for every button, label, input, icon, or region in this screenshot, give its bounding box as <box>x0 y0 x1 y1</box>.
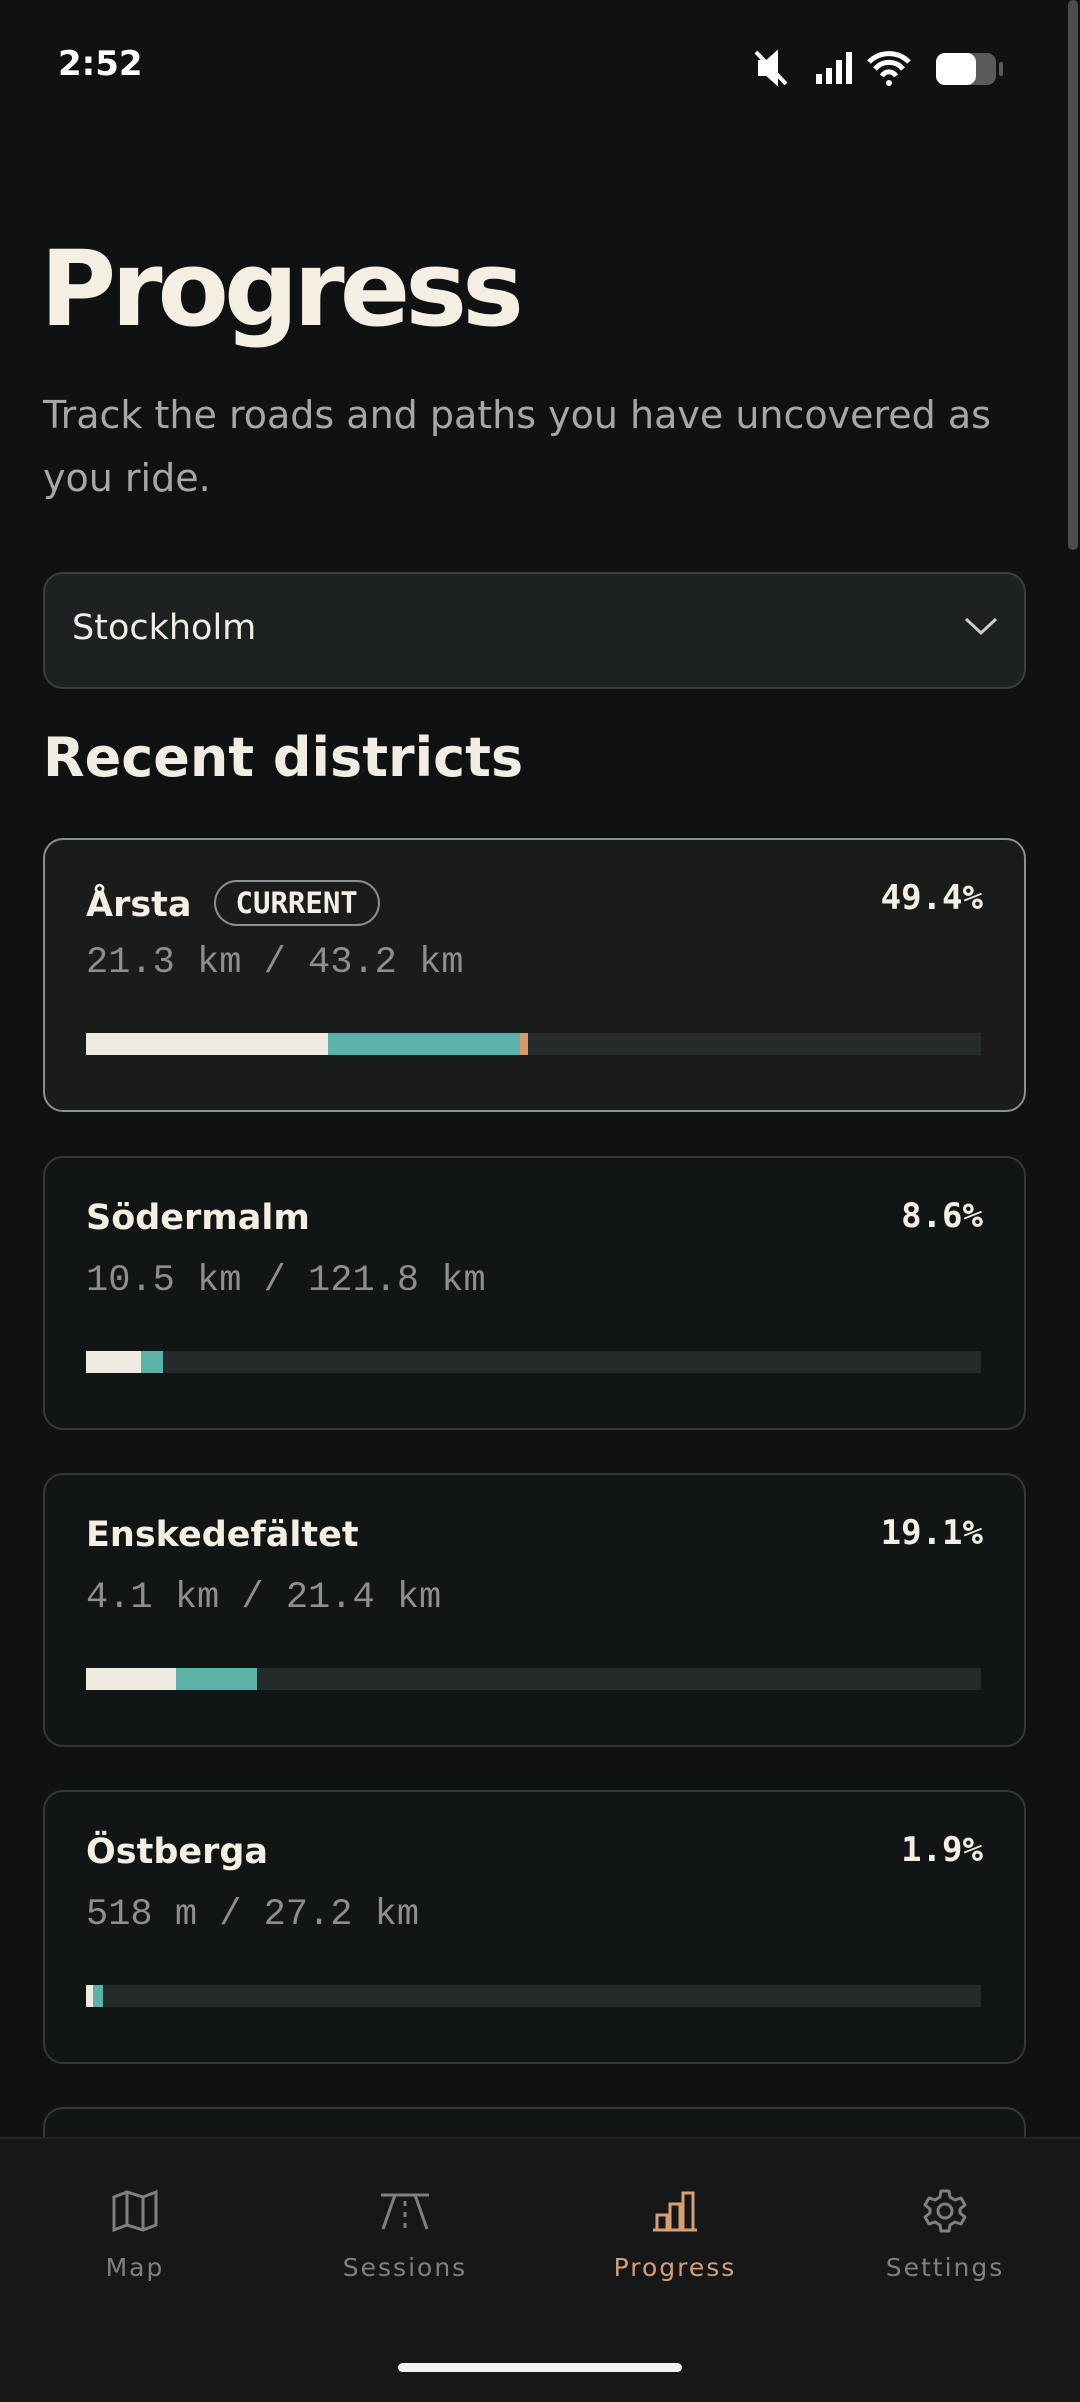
section-title: Recent districts <box>43 726 524 789</box>
scrollbar <box>1068 0 1078 550</box>
district-card[interactable]: Årsta CURRENT 49.4% 21.3 km / 43.2 km <box>43 838 1026 1112</box>
progress-bar <box>86 1033 981 1055</box>
district-name: Östberga <box>86 1832 269 1872</box>
map-icon <box>112 2189 158 2233</box>
chevron-down <box>964 617 998 636</box>
home-indicator <box>398 2363 682 2372</box>
nav-label: Progress <box>613 2253 737 2282</box>
nav-item[interactable]: Progress <box>540 2189 810 2282</box>
district-card[interactable]: Östberga 1.9% 518 m / 27.2 km <box>43 1790 1026 2064</box>
status-icons <box>754 49 1003 87</box>
district-distance: 518 m / 27.2 km <box>86 1894 420 1936</box>
status-time: 2:52 <box>58 44 143 84</box>
progress-bar <box>86 1351 981 1373</box>
nav-item[interactable]: Map <box>0 2189 270 2282</box>
nav-label: Map <box>105 2253 165 2282</box>
sessions-icon <box>381 2193 429 2230</box>
current-badge: CURRENT <box>213 880 380 926</box>
settings-icon <box>923 2189 967 2233</box>
progress-bar <box>86 1985 981 2007</box>
page-subtitle: Track the roads and paths you have uncov… <box>43 393 991 500</box>
nav-item[interactable]: Sessions <box>270 2189 540 2282</box>
nav-label: Settings <box>885 2253 1005 2282</box>
district-distance: 4.1 km / 21.4 km <box>86 1577 442 1619</box>
district-card[interactable]: Enskedefältet 19.1% 4.1 km / 21.4 km <box>43 1473 1026 1747</box>
progress-bar <box>86 1668 981 1690</box>
district-percent: 8.6% <box>901 1196 983 1236</box>
nav-item[interactable]: Settings <box>810 2189 1080 2282</box>
bottom-nav: Map Sessions Progress Settings <box>0 2137 1080 2402</box>
district-percent: 49.4% <box>880 878 983 918</box>
district-distance: 10.5 km / 121.8 km <box>86 1260 486 1302</box>
district-percent: 1.9% <box>901 1830 983 1870</box>
district-name: Enskedefältet <box>86 1515 359 1555</box>
city-select[interactable]: Stockholm <box>43 572 1026 689</box>
district-card[interactable]: Södermalm 8.6% 10.5 km / 121.8 km <box>43 1156 1026 1430</box>
page-title: Progress <box>40 228 524 350</box>
district-name: Årsta <box>86 885 192 925</box>
nav-label: Sessions <box>342 2253 468 2282</box>
district-percent: 19.1% <box>880 1513 983 1553</box>
progress-icon <box>653 2191 697 2232</box>
district-distance: 21.3 km / 43.2 km <box>86 942 464 984</box>
district-name: Södermalm <box>86 1198 310 1238</box>
city-select-value: Stockholm <box>72 608 257 648</box>
